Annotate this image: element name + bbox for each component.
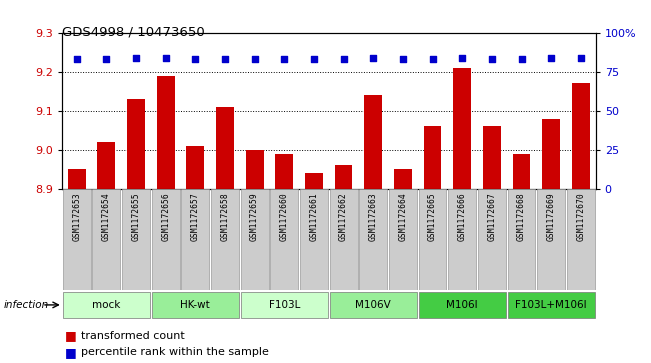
Point xyxy=(131,55,141,61)
Text: GSM1172655: GSM1172655 xyxy=(132,192,141,241)
Bar xyxy=(305,173,323,189)
Point xyxy=(368,55,378,61)
Bar xyxy=(270,189,298,290)
Bar xyxy=(508,292,595,318)
Text: GSM1172657: GSM1172657 xyxy=(191,192,200,241)
Bar xyxy=(62,189,90,290)
Point xyxy=(279,56,290,62)
Text: GSM1172659: GSM1172659 xyxy=(250,192,259,241)
Bar xyxy=(542,119,560,189)
Bar xyxy=(186,146,204,189)
Text: ■: ■ xyxy=(65,346,77,359)
Bar xyxy=(329,189,357,290)
Text: transformed count: transformed count xyxy=(81,331,185,341)
Bar xyxy=(329,292,417,318)
Bar xyxy=(359,189,387,290)
Bar xyxy=(394,169,412,189)
Point xyxy=(516,56,527,62)
Text: percentile rank within the sample: percentile rank within the sample xyxy=(81,347,270,357)
Text: GSM1172653: GSM1172653 xyxy=(72,192,81,241)
Point xyxy=(249,56,260,62)
Text: mock: mock xyxy=(92,300,120,310)
Point xyxy=(457,55,467,61)
Bar xyxy=(365,95,382,189)
Text: GSM1172656: GSM1172656 xyxy=(161,192,170,241)
Bar xyxy=(62,292,150,318)
Bar xyxy=(211,189,239,290)
Bar xyxy=(453,68,471,189)
Bar xyxy=(512,154,531,189)
Text: GSM1172654: GSM1172654 xyxy=(102,192,111,241)
Text: GSM1172664: GSM1172664 xyxy=(398,192,408,241)
Bar xyxy=(68,169,85,189)
Bar xyxy=(389,189,417,290)
Bar xyxy=(127,99,145,189)
Text: GSM1172662: GSM1172662 xyxy=(339,192,348,241)
Text: infection: infection xyxy=(3,300,49,310)
Point xyxy=(101,56,111,62)
Bar xyxy=(537,189,565,290)
Bar xyxy=(508,189,536,290)
Point xyxy=(309,56,319,62)
Bar xyxy=(241,189,269,290)
Text: F103L: F103L xyxy=(269,300,300,310)
Text: M106V: M106V xyxy=(355,300,391,310)
Bar xyxy=(122,189,150,290)
Bar xyxy=(241,292,328,318)
Point xyxy=(339,56,349,62)
Point xyxy=(575,55,586,61)
Bar xyxy=(449,189,476,290)
Text: GSM1172660: GSM1172660 xyxy=(280,192,289,241)
Text: GSM1172663: GSM1172663 xyxy=(368,192,378,241)
Text: F103L+M106I: F103L+M106I xyxy=(516,300,587,310)
Bar xyxy=(245,150,264,189)
Text: GSM1172665: GSM1172665 xyxy=(428,192,437,241)
Text: GSM1172666: GSM1172666 xyxy=(458,192,467,241)
Point xyxy=(546,55,557,61)
Bar xyxy=(275,154,293,189)
Bar xyxy=(92,189,120,290)
Bar xyxy=(478,189,506,290)
Bar xyxy=(335,166,352,189)
Text: GSM1172661: GSM1172661 xyxy=(309,192,318,241)
Bar xyxy=(567,189,595,290)
Bar xyxy=(419,189,447,290)
Text: HK-wt: HK-wt xyxy=(180,300,210,310)
Bar xyxy=(98,142,115,189)
Bar xyxy=(572,83,590,189)
Text: GSM1172667: GSM1172667 xyxy=(488,192,496,241)
Point xyxy=(427,56,437,62)
Text: ■: ■ xyxy=(65,329,77,342)
Bar xyxy=(182,189,209,290)
Bar xyxy=(483,126,501,189)
Point xyxy=(190,56,201,62)
Point xyxy=(220,56,230,62)
Bar xyxy=(152,189,180,290)
Bar xyxy=(424,126,441,189)
Bar xyxy=(157,76,174,189)
Point xyxy=(398,56,408,62)
Text: GSM1172670: GSM1172670 xyxy=(576,192,585,241)
Bar xyxy=(419,292,506,318)
Bar xyxy=(216,107,234,189)
Point xyxy=(487,56,497,62)
Text: GSM1172668: GSM1172668 xyxy=(517,192,526,241)
Text: M106I: M106I xyxy=(447,300,478,310)
Text: GSM1172658: GSM1172658 xyxy=(221,192,229,241)
Point xyxy=(72,56,82,62)
Point xyxy=(160,55,171,61)
Text: GDS4998 / 10473650: GDS4998 / 10473650 xyxy=(62,25,204,38)
Bar xyxy=(300,189,328,290)
Bar xyxy=(152,292,239,318)
Text: GSM1172669: GSM1172669 xyxy=(547,192,556,241)
